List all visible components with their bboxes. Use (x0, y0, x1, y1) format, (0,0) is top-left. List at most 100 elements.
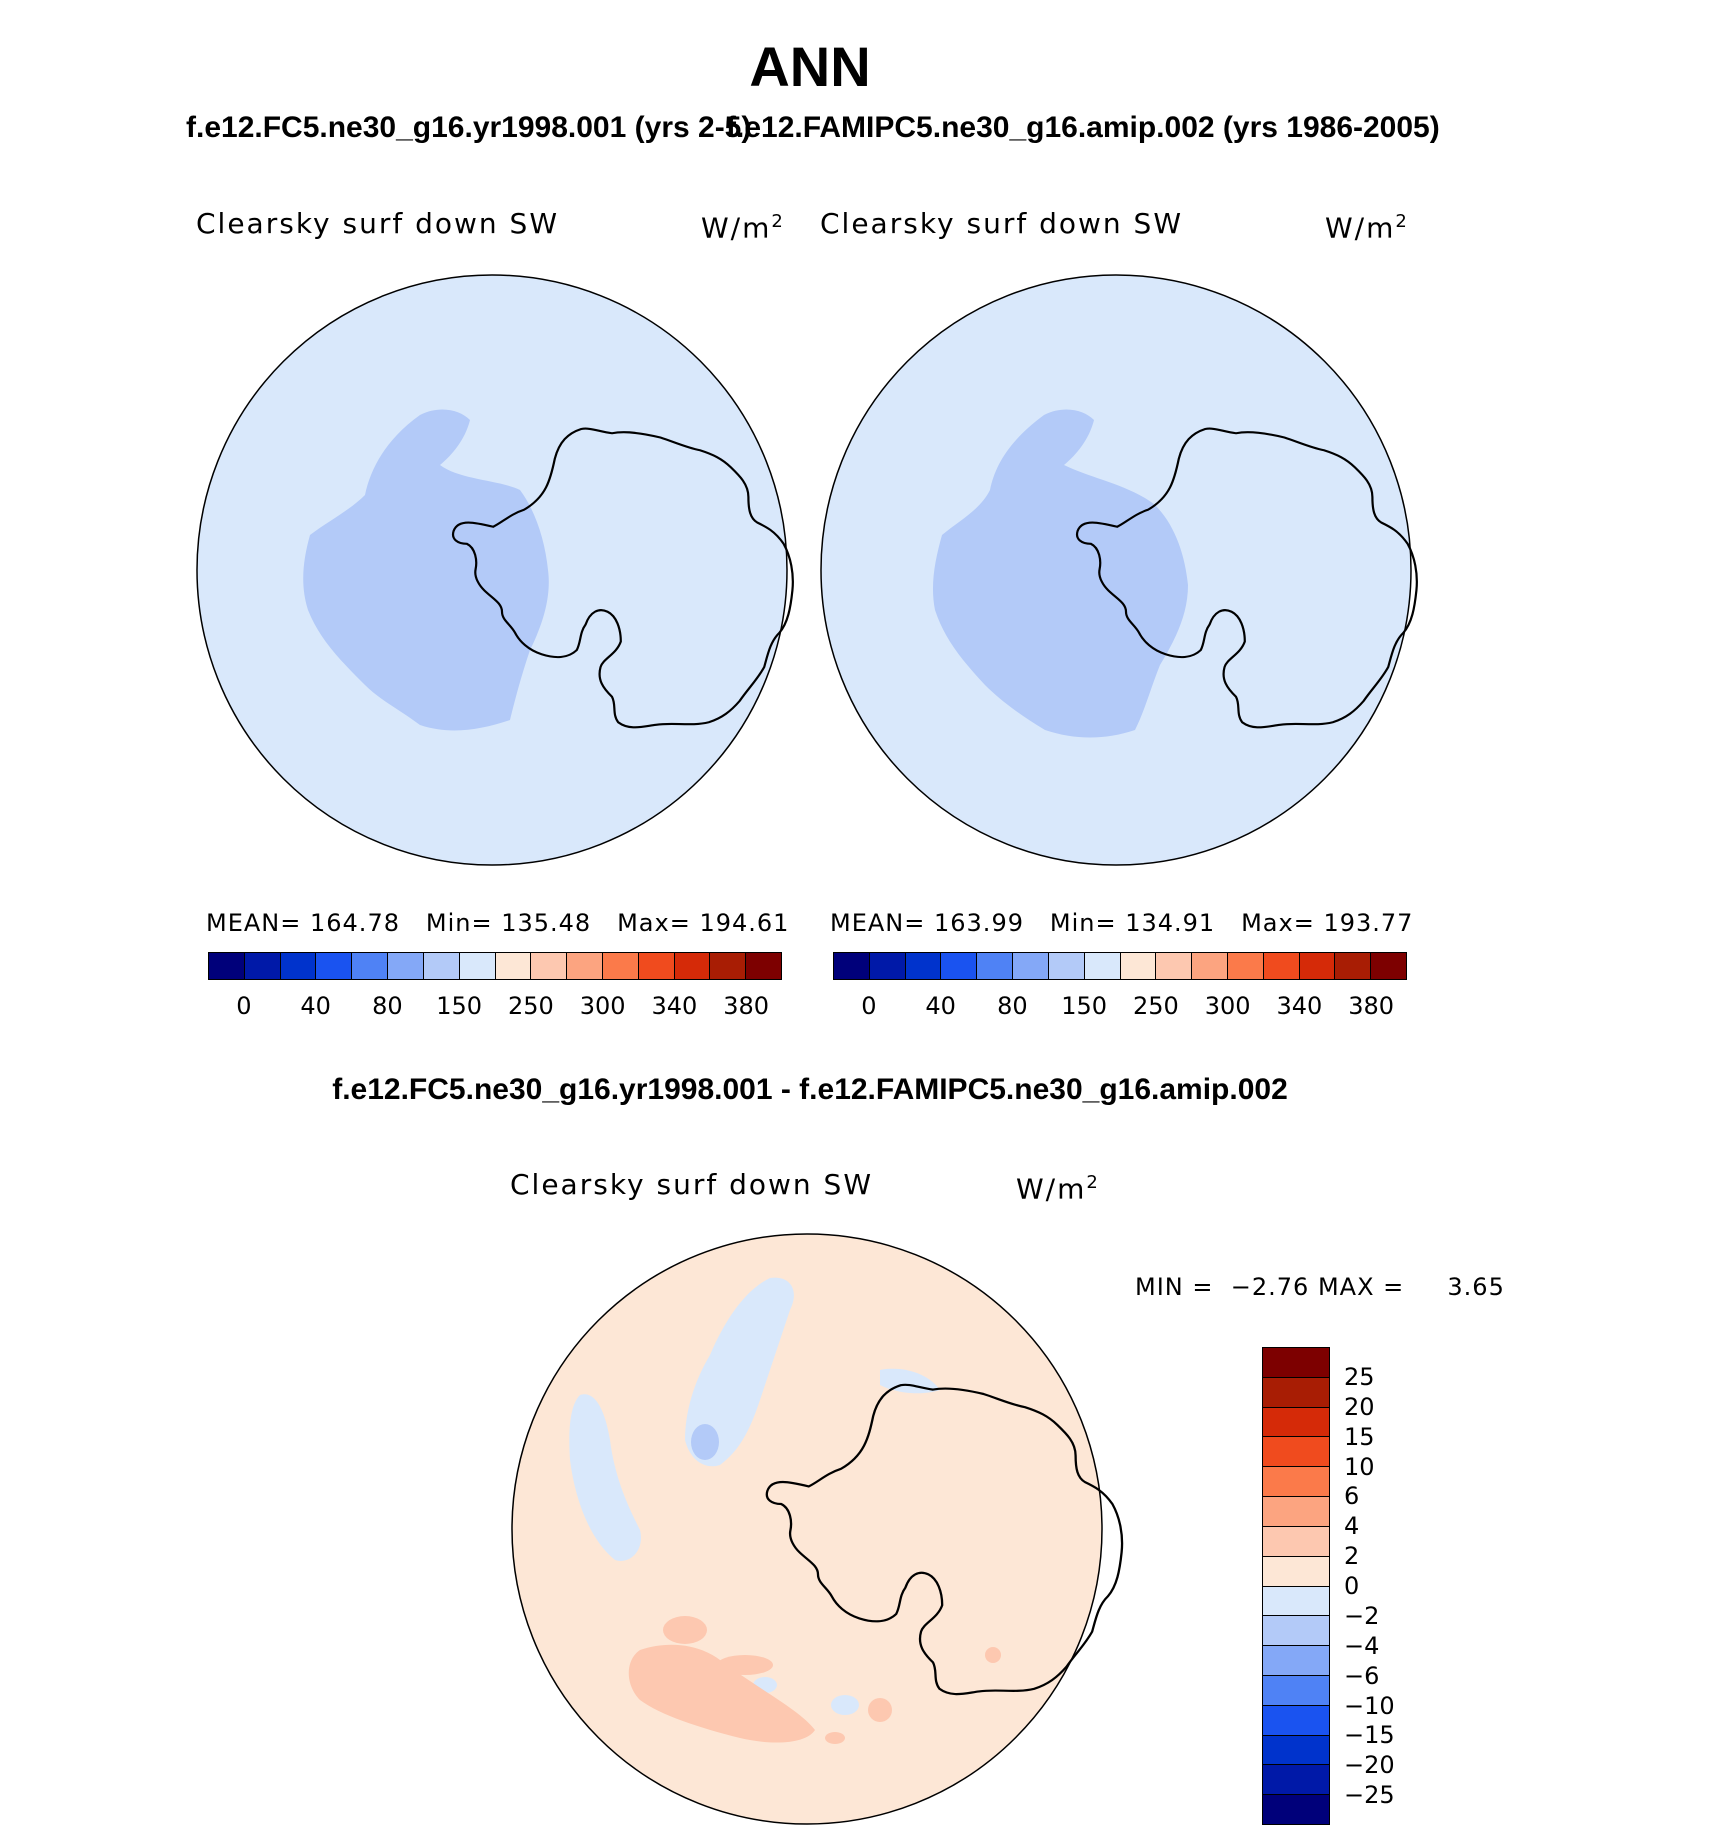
panel3-pos-region-2 (663, 1616, 707, 1644)
colorbar-label: 80 (997, 992, 1028, 1020)
colorbar-swatch (1371, 953, 1406, 979)
colorbar-swatch (352, 953, 389, 979)
colorbar-label: −25 (1344, 1781, 1395, 1810)
panel1-units: W/m2 (701, 211, 785, 245)
colorbar-swatch (1263, 1765, 1329, 1796)
colorbar-swatch (1156, 953, 1193, 979)
colorbar-swatch (710, 953, 747, 979)
colorbar-swatch (905, 953, 942, 979)
colorbar-swatch (834, 953, 870, 979)
colorbar-swatch (1263, 1497, 1329, 1527)
panel3-units: W/m2 (1016, 1172, 1100, 1206)
colorbar-swatch (1263, 1675, 1329, 1706)
colorbar-swatch (1263, 1556, 1329, 1587)
colorbar-swatch (244, 953, 281, 979)
colorbar-label: 380 (723, 992, 770, 1020)
colorbar-label: 25 (1344, 1362, 1375, 1391)
panel3-variable-label: Clearsky surf down SW (510, 1168, 874, 1201)
colorbar-swatch (1263, 1795, 1329, 1824)
colorbar-swatch (1227, 953, 1264, 979)
colorbar-label: 80 (372, 992, 403, 1020)
panel1-stats: MEAN= 164.78 Min= 135.48 Max= 194.61 (206, 909, 790, 937)
panel3-pos-region-4 (868, 1698, 892, 1722)
colorbar-swatch (1263, 1586, 1329, 1617)
colorbar-swatch (869, 953, 906, 979)
colorbar-label: 10 (1344, 1452, 1375, 1481)
case2-title: f.e12.FAMIPC5.ne30_g16.amip.002 (yrs 198… (726, 111, 1440, 144)
case1-title: f.e12.FC5.ne30_g16.yr1998.001 (yrs 2-5) (186, 111, 752, 144)
colorbar-label: −10 (1344, 1691, 1395, 1720)
colorbar-swatch (1263, 1348, 1329, 1378)
colorbar-swatch (1263, 1467, 1329, 1498)
figure-title: ANN (749, 35, 871, 98)
panel3-pos-region-5 (985, 1647, 1001, 1663)
colorbar-swatch (1263, 1377, 1329, 1408)
colorbar-swatch (1263, 1407, 1329, 1438)
colorbar-label: −6 (1344, 1661, 1380, 1690)
panel2-variable-label: Clearsky surf down SW (820, 207, 1184, 240)
colorbar-swatch (1263, 1526, 1329, 1557)
colorbar-label: 340 (651, 992, 698, 1020)
colorbar-label: 40 (300, 992, 331, 1020)
colorbar-label: 15 (1344, 1422, 1375, 1451)
panel1-variable-label: Clearsky surf down SW (196, 207, 560, 240)
colorbar-label: 380 (1348, 992, 1395, 1020)
panel2-border (820, 274, 1412, 866)
colorbar-label: 2 (1344, 1542, 1360, 1571)
panel3-pos-region-3 (717, 1655, 773, 1675)
colorbar-label: 6 (1344, 1482, 1360, 1511)
colorbar-label: −15 (1344, 1721, 1395, 1750)
colorbar-label: 150 (1061, 992, 1108, 1020)
colorbar-swatch (388, 953, 424, 979)
colorbar-swatch (1335, 953, 1372, 979)
colorbar-label: 0 (1344, 1572, 1360, 1600)
panel2-colorbar-labels: 0 40 80 150 250 300 340 380 (833, 992, 1407, 1022)
panel3-minmax: MIN = −2.76 MAX = 3.65 (1135, 1273, 1505, 1301)
colorbar-label: −2 (1344, 1601, 1380, 1630)
panel2-low-region (932, 409, 1188, 738)
diff-title: f.e12.FC5.ne30_g16.yr1998.001 - f.e12.FA… (332, 1073, 1288, 1106)
colorbar-swatch (1263, 1705, 1329, 1736)
panel3-colorbar-labels: 25 20 15 10 6 4 2 0 −2 −4 −6 −10 −15 −20 −25 (1344, 1347, 1424, 1825)
colorbar-swatch (977, 953, 1014, 979)
colorbar-swatch (1048, 953, 1085, 979)
colorbar-swatch (674, 953, 711, 979)
colorbar-swatch (459, 953, 496, 979)
colorbar-swatch (280, 953, 317, 979)
colorbar-label: −4 (1344, 1631, 1380, 1660)
colorbar-label: 250 (507, 992, 554, 1020)
panel3-neg-region-2 (569, 1394, 641, 1561)
panel1-colorbar-labels: 0 40 80 150 250 300 340 380 (208, 992, 782, 1022)
colorbar-label: −20 (1344, 1751, 1395, 1780)
colorbar-label: 0 (861, 992, 877, 1020)
colorbar-label: 250 (1132, 992, 1179, 1020)
colorbar-swatch (1263, 1646, 1329, 1676)
colorbar-label: 300 (1204, 992, 1251, 1020)
colorbar-swatch (1263, 1616, 1329, 1647)
colorbar-swatch (209, 953, 245, 979)
colorbar-swatch (495, 953, 532, 979)
colorbar-label: 150 (436, 992, 483, 1020)
panel3-pos-region-1 (628, 1644, 815, 1743)
colorbar-swatch (531, 953, 568, 979)
colorbar-label: 300 (579, 992, 626, 1020)
colorbar-swatch (941, 953, 978, 979)
panel2-colorbar (833, 952, 1407, 980)
colorbar-swatch (602, 953, 639, 979)
colorbar-label: 0 (236, 992, 252, 1020)
panel3-border (511, 1233, 1103, 1825)
colorbar-swatch (746, 953, 781, 979)
panel1-border (196, 274, 788, 866)
colorbar-swatch (1120, 953, 1157, 979)
panel3-neg-region-6 (831, 1695, 859, 1715)
colorbar-label: 20 (1344, 1392, 1375, 1421)
colorbar-swatch (316, 953, 353, 979)
panel2-stats: MEAN= 163.99 Min= 134.91 Max= 193.77 (830, 909, 1414, 937)
colorbar-swatch (567, 953, 603, 979)
colorbar-label: 40 (925, 992, 956, 1020)
colorbar-label: 4 (1344, 1512, 1360, 1541)
panel3-neg-region-4 (691, 1424, 719, 1460)
panel2-units: W/m2 (1325, 211, 1409, 245)
colorbar-swatch (1263, 953, 1300, 979)
